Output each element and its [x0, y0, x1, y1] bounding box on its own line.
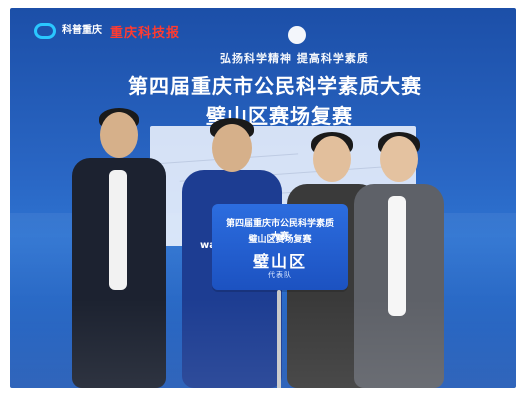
banner-slogan: 弘扬科学精神 提高科学素质 — [220, 52, 369, 65]
face — [100, 112, 138, 158]
placard-pole — [277, 290, 281, 388]
face — [380, 136, 418, 182]
placard-line-3: 璧山区 — [252, 252, 307, 271]
kepu-logo: 科普重庆 — [34, 23, 102, 39]
person-left-man — [64, 98, 174, 388]
placard-line-1: 第四届重庆市公民科学素质大赛 — [225, 219, 334, 242]
team-placard: 第四届重庆市公民科学素质大赛 璧山区赛场复赛 璧山区 代表队 — [212, 204, 348, 290]
emblem-icon — [288, 26, 306, 44]
shirt — [109, 170, 127, 290]
person-right-woman — [346, 118, 451, 388]
placard-line-4: 代表队 — [268, 271, 292, 279]
banner-title-line-1: 第四届重庆市公民科学素质大赛 — [128, 74, 422, 98]
kepu-logo-text: 科普重庆 — [62, 24, 102, 36]
shirt — [388, 196, 406, 316]
kepu-logo-icon — [34, 23, 56, 39]
kepu-logo-text-wrap: 科普重庆 — [62, 24, 102, 37]
face — [313, 136, 351, 182]
news-logo: 重庆科技报 — [110, 25, 181, 41]
face — [212, 124, 252, 172]
placard-line-2: 璧山区赛场复赛 — [248, 235, 312, 245]
city-graphic-overlay — [10, 298, 516, 388]
photo: 科普重庆 重庆科技报 弘扬科学精神 提高科学素质 第四届重庆市公民科学素质大赛 … — [10, 8, 516, 388]
top-left-logos: 科普重庆 重庆科技报 — [34, 18, 180, 44]
